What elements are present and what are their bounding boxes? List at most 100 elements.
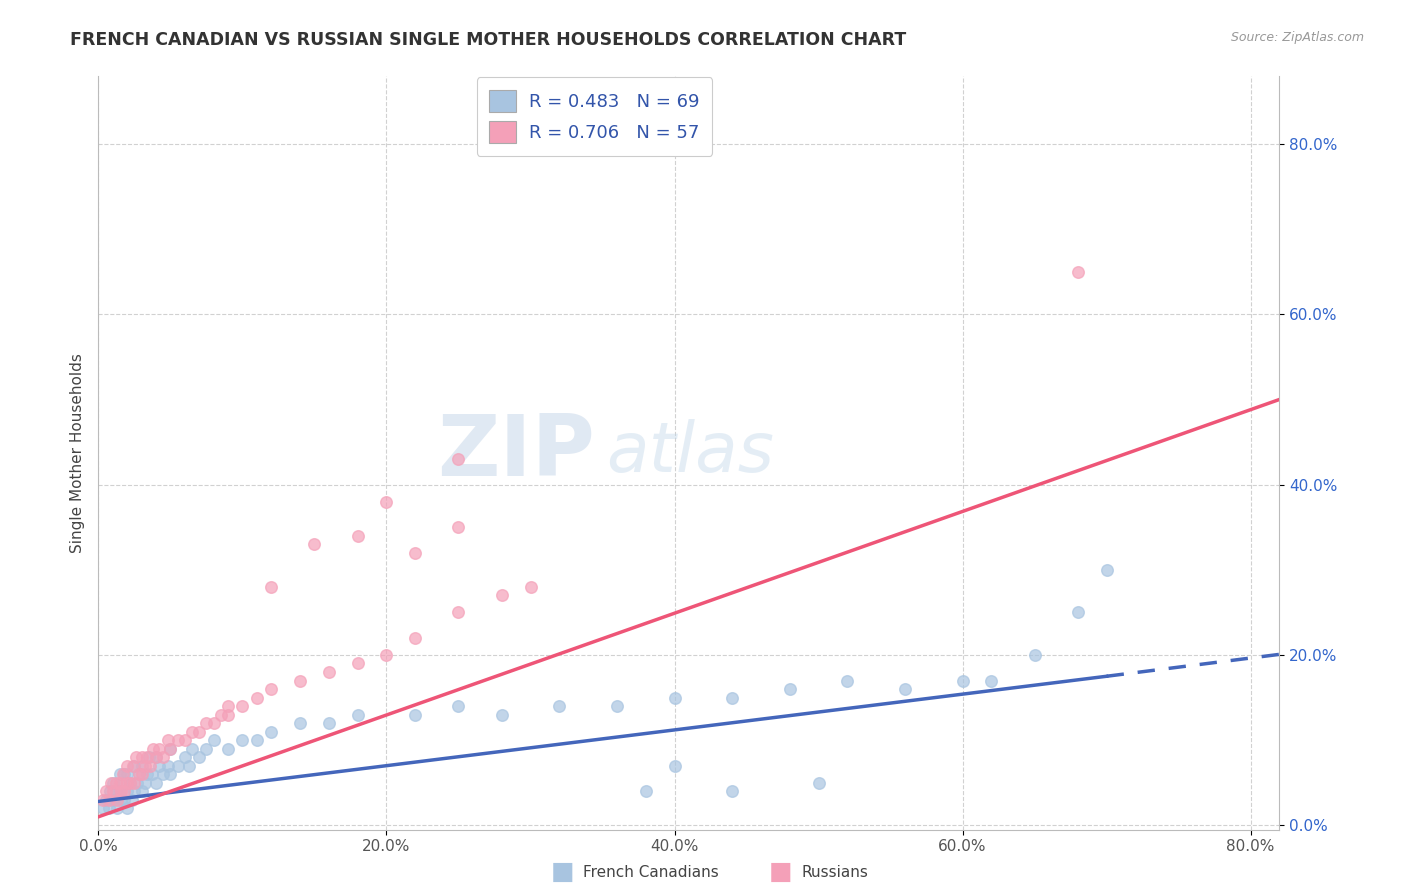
Point <box>110 793 132 807</box>
Point <box>131 758 153 772</box>
Point <box>142 741 165 756</box>
Point <box>1024 648 1046 662</box>
Point <box>447 452 470 467</box>
Point <box>404 546 426 560</box>
Point <box>779 681 801 696</box>
Point <box>634 784 657 798</box>
Point <box>195 716 218 731</box>
Point <box>375 494 398 508</box>
Point <box>91 801 114 815</box>
Point <box>134 775 156 789</box>
Point <box>1067 265 1090 279</box>
Point <box>288 673 311 688</box>
Point <box>145 750 167 764</box>
Point <box>115 767 138 781</box>
Point <box>721 784 744 798</box>
Point <box>131 750 153 764</box>
Point <box>104 775 127 789</box>
Point <box>1067 606 1090 620</box>
Point <box>217 707 239 722</box>
Point <box>318 716 340 731</box>
Point <box>127 775 149 789</box>
Point <box>181 724 204 739</box>
Point <box>664 690 686 705</box>
Point <box>260 724 283 739</box>
Point <box>131 767 153 781</box>
Point <box>131 784 153 798</box>
Point <box>152 767 174 781</box>
Point <box>952 673 974 688</box>
Point <box>124 784 146 798</box>
Point <box>166 733 188 747</box>
Point <box>181 741 204 756</box>
Point <box>246 690 269 705</box>
Point <box>318 665 340 679</box>
Point <box>246 733 269 747</box>
Point <box>231 733 253 747</box>
Point <box>447 520 470 534</box>
Point <box>491 588 513 602</box>
Point <box>173 750 195 764</box>
Point <box>807 775 830 789</box>
Point <box>115 784 138 798</box>
Text: Source: ZipAtlas.com: Source: ZipAtlas.com <box>1230 31 1364 45</box>
Point <box>202 733 225 747</box>
Point <box>166 758 188 772</box>
Point <box>91 793 114 807</box>
Point <box>148 758 170 772</box>
Point <box>721 690 744 705</box>
Point <box>404 707 426 722</box>
Point <box>195 741 218 756</box>
Point <box>122 758 145 772</box>
Point <box>115 758 138 772</box>
Point <box>100 775 122 789</box>
Point <box>110 784 132 798</box>
Point <box>159 741 181 756</box>
Point <box>112 793 135 807</box>
Point <box>97 801 120 815</box>
Point <box>112 767 135 781</box>
Point <box>156 733 179 747</box>
Point <box>156 758 179 772</box>
Point <box>304 537 326 551</box>
Point <box>346 707 368 722</box>
Point <box>159 767 181 781</box>
Point <box>404 631 426 645</box>
Point <box>134 758 156 772</box>
Text: ■: ■ <box>551 861 574 884</box>
Text: FRENCH CANADIAN VS RUSSIAN SINGLE MOTHER HOUSEHOLDS CORRELATION CHART: FRENCH CANADIAN VS RUSSIAN SINGLE MOTHER… <box>70 31 907 49</box>
Point <box>120 775 142 789</box>
Point <box>120 775 142 789</box>
Point <box>101 784 124 798</box>
Point <box>108 767 131 781</box>
Point <box>136 767 159 781</box>
Point <box>260 580 283 594</box>
Point <box>837 673 859 688</box>
Point <box>115 801 138 815</box>
Point <box>94 784 117 798</box>
Point <box>202 716 225 731</box>
Point <box>894 681 917 696</box>
Point <box>188 724 211 739</box>
Point <box>346 657 368 671</box>
Point <box>159 741 181 756</box>
Point <box>1095 563 1118 577</box>
Point <box>97 793 120 807</box>
Point <box>231 699 253 714</box>
Point <box>606 699 628 714</box>
Text: ■: ■ <box>769 861 792 884</box>
Point <box>138 750 160 764</box>
Text: atlas: atlas <box>606 419 775 486</box>
Point <box>145 775 167 789</box>
Y-axis label: Single Mother Households: Single Mother Households <box>69 352 84 553</box>
Point <box>148 741 170 756</box>
Point <box>145 750 167 764</box>
Legend: R = 0.483   N = 69, R = 0.706   N = 57: R = 0.483 N = 69, R = 0.706 N = 57 <box>477 78 713 156</box>
Point <box>548 699 571 714</box>
Point <box>115 775 138 789</box>
Point <box>980 673 1002 688</box>
Point <box>136 750 159 764</box>
Point <box>104 784 127 798</box>
Point <box>124 775 146 789</box>
Point <box>491 707 513 722</box>
